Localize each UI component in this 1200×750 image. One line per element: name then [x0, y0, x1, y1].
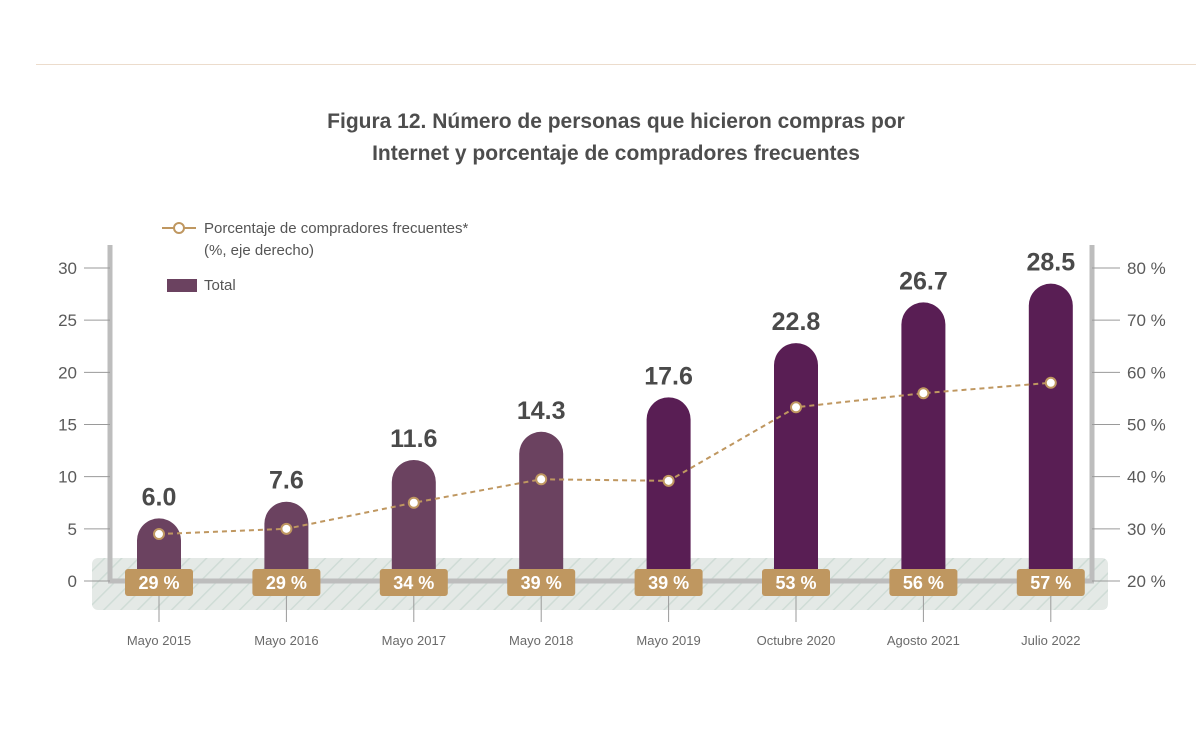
percentage-badge: [379, 569, 448, 596]
right-tick-label: 20 %: [1127, 572, 1166, 591]
baseline-band: [92, 558, 1108, 610]
right-tick-label: 60 %: [1127, 363, 1166, 382]
bar-value-label: 7.6: [269, 467, 304, 495]
left-tick-label: 25: [58, 311, 77, 330]
category-label: Mayo 2019: [636, 633, 700, 648]
percentage-badge: [1016, 569, 1085, 596]
left-tick-label: 0: [68, 572, 77, 591]
percentage-badge-label: 57 %: [1030, 573, 1071, 593]
chart-title-line-2: Internet y porcentaje de compradores fre…: [372, 142, 860, 165]
category-label: Mayo 2016: [254, 633, 318, 648]
category-label: Mayo 2015: [127, 633, 191, 648]
percentage-badge: [125, 569, 193, 596]
bar-value-label: 17.6: [644, 362, 693, 390]
category-label: Julio 2022: [1021, 633, 1080, 648]
category-label: Mayo 2018: [509, 633, 573, 648]
left-tick-label: 30: [58, 259, 77, 278]
category-label: Mayo 2017: [382, 633, 446, 648]
top-divider: [36, 64, 1196, 65]
chart-title-line-1: Figura 12. Número de personas que hicier…: [327, 110, 905, 133]
bar-value-label: 11.6: [390, 425, 437, 453]
percentage-badge: [252, 569, 321, 596]
legend-line-point: [173, 222, 185, 234]
bar: [1028, 283, 1073, 581]
percentage-badge: [762, 569, 830, 596]
percentage-point: [1044, 376, 1057, 389]
percentage-badge-label: 39 %: [648, 573, 689, 593]
percentage-badge: [634, 569, 703, 596]
bar: [774, 343, 818, 581]
right-tick-label: 80 %: [1127, 259, 1166, 278]
percentage-badge-label: 53 %: [775, 573, 816, 593]
legend-line-label: Porcentaje de compradores frecuentes*: [204, 220, 468, 237]
legend-bar-swatch: [167, 279, 197, 292]
percentage-point: [153, 528, 165, 541]
bar: [519, 431, 564, 581]
bar-value-label: 28.5: [1026, 249, 1075, 277]
right-tick-label: 40 %: [1127, 468, 1166, 487]
legend-line-sublabel: (%, eje derecho): [204, 242, 314, 259]
percentage-point: [280, 522, 293, 535]
legend: Porcentaje de compradores frecuentes* (%…: [162, 220, 468, 294]
right-tick-label: 70 %: [1127, 311, 1166, 330]
percentage-badge-label: 29 %: [266, 573, 307, 593]
percentage-point: [407, 496, 420, 509]
left-tick-label: 10: [58, 468, 77, 487]
right-tick-label: 30 %: [1127, 520, 1166, 539]
percentage-point: [535, 473, 548, 486]
percentage-badge-label: 39 %: [521, 573, 562, 593]
category-label: Agosto 2021: [887, 633, 960, 648]
bar: [901, 302, 946, 581]
percentage-badge-label: 29 %: [138, 573, 179, 593]
left-tick-label: 15: [58, 416, 77, 435]
category-label: Octubre 2020: [757, 633, 836, 648]
percentage-badge-label: 56 %: [903, 573, 944, 593]
percentage-badge-label: 34 %: [393, 573, 434, 593]
chart-title: Figura 12. Número de personas que hicier…: [0, 106, 1200, 170]
left-tick-label: 20: [58, 363, 77, 382]
percentage-badge: [507, 569, 576, 596]
bar: [391, 459, 436, 581]
legend-bar-label: Total: [204, 277, 236, 294]
percentage-point: [662, 474, 675, 487]
bar-value-label: 26.7: [899, 267, 948, 295]
right-tick-label: 50 %: [1127, 416, 1166, 435]
percentage-line: [158, 381, 1051, 536]
bar-value-label: 14.3: [517, 397, 566, 425]
bar: [646, 397, 691, 581]
bar: [264, 501, 309, 581]
percentage-point: [917, 387, 930, 400]
percentage-point: [790, 401, 802, 414]
bar-value-label: 22.8: [772, 308, 821, 336]
left-tick-label: 5: [68, 520, 77, 539]
bar-value-label: 6.0: [142, 483, 177, 511]
percentage-badge: [889, 569, 958, 596]
